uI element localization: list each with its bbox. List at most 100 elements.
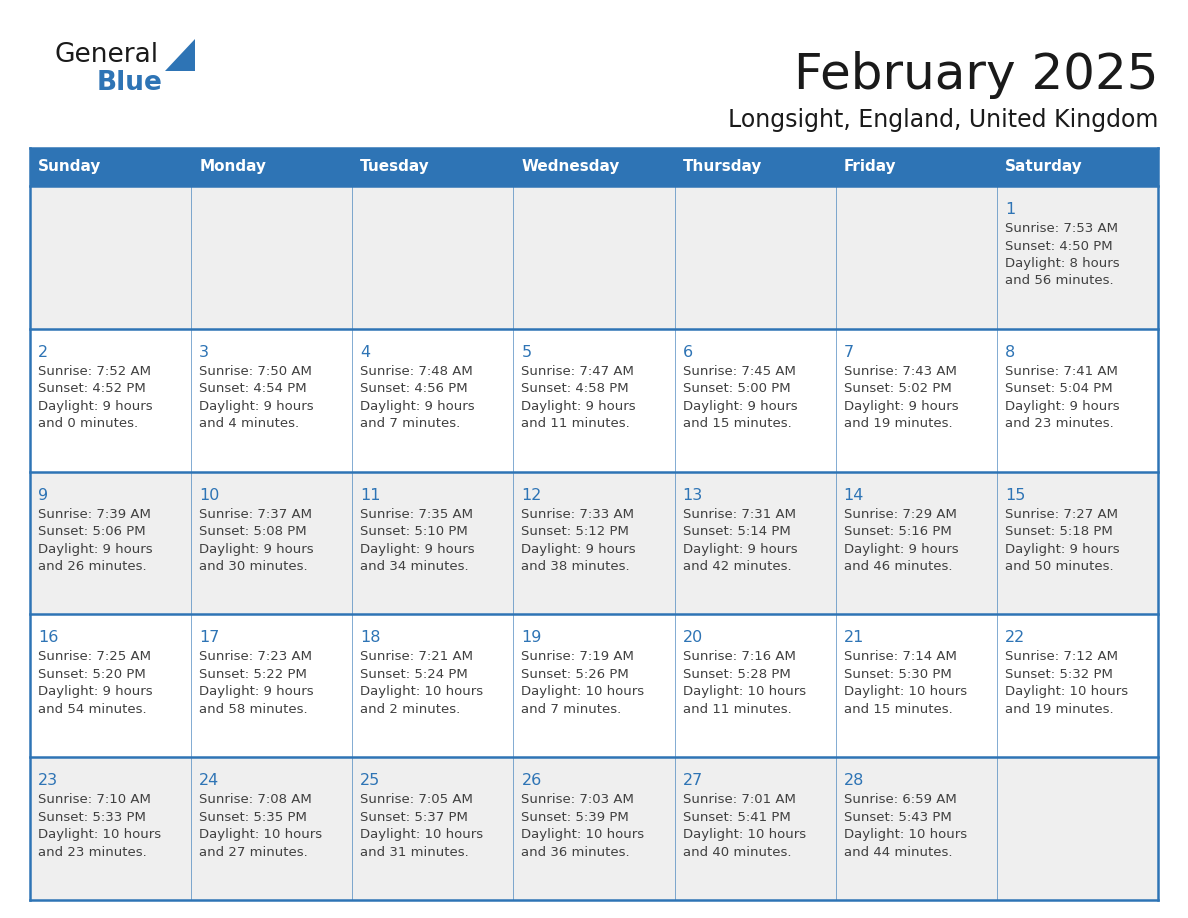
Text: Sunset: 5:02 PM: Sunset: 5:02 PM: [843, 382, 952, 396]
Text: Sunset: 5:43 PM: Sunset: 5:43 PM: [843, 811, 952, 823]
Text: Sunset: 5:04 PM: Sunset: 5:04 PM: [1005, 382, 1112, 396]
Text: 9: 9: [38, 487, 49, 502]
Text: 25: 25: [360, 773, 380, 789]
Text: and 56 minutes.: and 56 minutes.: [1005, 274, 1113, 287]
Text: Sunset: 4:52 PM: Sunset: 4:52 PM: [38, 382, 146, 396]
Text: Daylight: 9 hours: Daylight: 9 hours: [200, 686, 314, 699]
Text: Sunrise: 7:50 AM: Sunrise: 7:50 AM: [200, 364, 312, 378]
Text: Sunrise: 7:05 AM: Sunrise: 7:05 AM: [360, 793, 473, 806]
Text: Friday: Friday: [843, 160, 896, 174]
Text: Sunrise: 7:12 AM: Sunrise: 7:12 AM: [1005, 650, 1118, 664]
Text: Sunset: 5:30 PM: Sunset: 5:30 PM: [843, 668, 952, 681]
Text: Sunset: 5:33 PM: Sunset: 5:33 PM: [38, 811, 146, 823]
Text: Blue: Blue: [97, 70, 163, 96]
Text: Daylight: 9 hours: Daylight: 9 hours: [843, 543, 959, 555]
Text: Daylight: 9 hours: Daylight: 9 hours: [200, 543, 314, 555]
Text: Sunset: 5:12 PM: Sunset: 5:12 PM: [522, 525, 630, 538]
Text: 11: 11: [360, 487, 381, 502]
Text: Sunset: 5:37 PM: Sunset: 5:37 PM: [360, 811, 468, 823]
Text: Daylight: 10 hours: Daylight: 10 hours: [360, 828, 484, 841]
Text: 1: 1: [1005, 202, 1015, 217]
Text: Longsight, England, United Kingdom: Longsight, England, United Kingdom: [727, 108, 1158, 132]
Text: and 23 minutes.: and 23 minutes.: [1005, 418, 1113, 431]
Text: Sunset: 5:32 PM: Sunset: 5:32 PM: [1005, 668, 1113, 681]
Text: 12: 12: [522, 487, 542, 502]
Text: Tuesday: Tuesday: [360, 160, 430, 174]
Text: Sunset: 5:14 PM: Sunset: 5:14 PM: [683, 525, 790, 538]
Text: Sunrise: 6:59 AM: Sunrise: 6:59 AM: [843, 793, 956, 806]
Text: 13: 13: [683, 487, 703, 502]
Text: Sunset: 4:58 PM: Sunset: 4:58 PM: [522, 382, 630, 396]
Text: 5: 5: [522, 345, 531, 360]
Text: and 30 minutes.: and 30 minutes.: [200, 560, 308, 573]
Text: Daylight: 10 hours: Daylight: 10 hours: [200, 828, 322, 841]
Text: Sunset: 5:06 PM: Sunset: 5:06 PM: [38, 525, 146, 538]
Text: Daylight: 9 hours: Daylight: 9 hours: [1005, 543, 1119, 555]
Text: Sunrise: 7:37 AM: Sunrise: 7:37 AM: [200, 508, 312, 521]
Text: and 11 minutes.: and 11 minutes.: [683, 703, 791, 716]
Text: Sunrise: 7:48 AM: Sunrise: 7:48 AM: [360, 364, 473, 378]
Text: Sunset: 5:20 PM: Sunset: 5:20 PM: [38, 668, 146, 681]
Bar: [30, 148, 1158, 186]
Text: Sunset: 5:24 PM: Sunset: 5:24 PM: [360, 668, 468, 681]
Text: Sunrise: 7:14 AM: Sunrise: 7:14 AM: [843, 650, 956, 664]
Text: Daylight: 9 hours: Daylight: 9 hours: [1005, 400, 1119, 413]
Text: Sunset: 5:16 PM: Sunset: 5:16 PM: [843, 525, 952, 538]
Text: 2: 2: [38, 345, 49, 360]
Text: 26: 26: [522, 773, 542, 789]
Text: and 27 minutes.: and 27 minutes.: [200, 845, 308, 858]
Text: and 58 minutes.: and 58 minutes.: [200, 703, 308, 716]
Text: and 11 minutes.: and 11 minutes.: [522, 418, 630, 431]
Text: 14: 14: [843, 487, 864, 502]
Text: General: General: [55, 42, 159, 68]
Text: Sunrise: 7:45 AM: Sunrise: 7:45 AM: [683, 364, 796, 378]
Text: 21: 21: [843, 631, 864, 645]
Text: and 7 minutes.: and 7 minutes.: [522, 703, 621, 716]
Text: Sunrise: 7:23 AM: Sunrise: 7:23 AM: [200, 650, 312, 664]
Text: and 44 minutes.: and 44 minutes.: [843, 845, 953, 858]
Polygon shape: [165, 39, 195, 71]
Text: Sunset: 4:50 PM: Sunset: 4:50 PM: [1005, 240, 1112, 252]
Text: Daylight: 10 hours: Daylight: 10 hours: [1005, 686, 1127, 699]
Text: and 0 minutes.: and 0 minutes.: [38, 418, 138, 431]
Text: Sunrise: 7:08 AM: Sunrise: 7:08 AM: [200, 793, 312, 806]
Text: Sunset: 4:56 PM: Sunset: 4:56 PM: [360, 382, 468, 396]
Bar: [30, 329, 1158, 472]
Text: 4: 4: [360, 345, 371, 360]
Text: Daylight: 9 hours: Daylight: 9 hours: [522, 543, 636, 555]
Text: Sunrise: 7:03 AM: Sunrise: 7:03 AM: [522, 793, 634, 806]
Text: and 50 minutes.: and 50 minutes.: [1005, 560, 1113, 573]
Text: Sunrise: 7:19 AM: Sunrise: 7:19 AM: [522, 650, 634, 664]
Bar: [30, 472, 1158, 614]
Text: Daylight: 9 hours: Daylight: 9 hours: [38, 543, 152, 555]
Text: and 34 minutes.: and 34 minutes.: [360, 560, 469, 573]
Text: February 2025: February 2025: [794, 51, 1158, 99]
Text: and 46 minutes.: and 46 minutes.: [843, 560, 953, 573]
Text: Sunrise: 7:52 AM: Sunrise: 7:52 AM: [38, 364, 151, 378]
Text: and 38 minutes.: and 38 minutes.: [522, 560, 630, 573]
Text: Sunrise: 7:41 AM: Sunrise: 7:41 AM: [1005, 364, 1118, 378]
Text: 23: 23: [38, 773, 58, 789]
Text: Daylight: 10 hours: Daylight: 10 hours: [683, 686, 805, 699]
Text: 10: 10: [200, 487, 220, 502]
Text: 17: 17: [200, 631, 220, 645]
Text: Sunset: 5:26 PM: Sunset: 5:26 PM: [522, 668, 630, 681]
Text: Sunset: 5:22 PM: Sunset: 5:22 PM: [200, 668, 307, 681]
Text: Daylight: 9 hours: Daylight: 9 hours: [522, 400, 636, 413]
Text: and 23 minutes.: and 23 minutes.: [38, 845, 147, 858]
Bar: [30, 614, 1158, 757]
Text: Daylight: 10 hours: Daylight: 10 hours: [843, 828, 967, 841]
Text: Daylight: 9 hours: Daylight: 9 hours: [683, 400, 797, 413]
Text: and 4 minutes.: and 4 minutes.: [200, 418, 299, 431]
Text: and 26 minutes.: and 26 minutes.: [38, 560, 146, 573]
Text: Sunrise: 7:10 AM: Sunrise: 7:10 AM: [38, 793, 151, 806]
Text: and 36 minutes.: and 36 minutes.: [522, 845, 630, 858]
Text: Sunset: 5:28 PM: Sunset: 5:28 PM: [683, 668, 790, 681]
Text: and 2 minutes.: and 2 minutes.: [360, 703, 461, 716]
Text: 27: 27: [683, 773, 703, 789]
Text: Daylight: 9 hours: Daylight: 9 hours: [683, 543, 797, 555]
Text: Sunrise: 7:31 AM: Sunrise: 7:31 AM: [683, 508, 796, 521]
Text: 7: 7: [843, 345, 854, 360]
Text: Daylight: 10 hours: Daylight: 10 hours: [360, 686, 484, 699]
Text: and 19 minutes.: and 19 minutes.: [1005, 703, 1113, 716]
